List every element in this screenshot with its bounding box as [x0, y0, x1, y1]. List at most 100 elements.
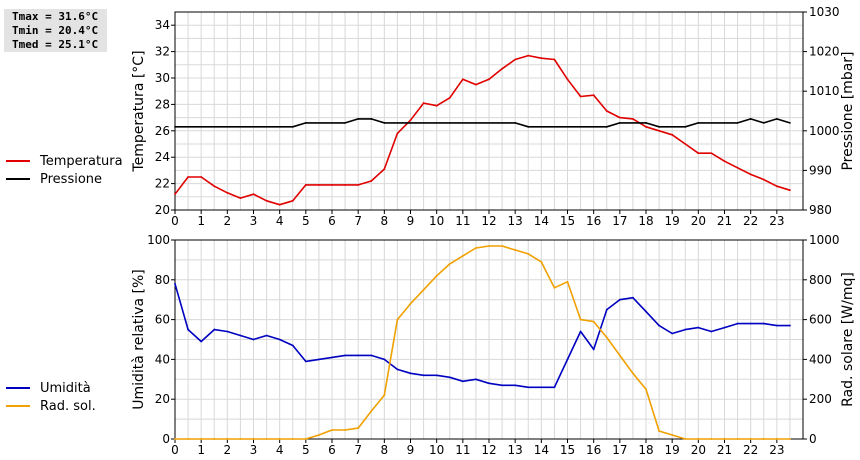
pressure-point — [291, 125, 294, 128]
top-ytick-label: 22 — [155, 177, 170, 191]
top-y2tick-label: 1030 — [809, 5, 840, 19]
temperature-point — [187, 176, 189, 178]
radiation-point — [291, 438, 294, 440]
radiation-point — [278, 438, 281, 440]
temperature-point — [422, 102, 425, 104]
pressure-point — [304, 121, 307, 124]
humidity-point — [396, 368, 399, 371]
humidity-point — [710, 330, 713, 333]
temperature-point — [239, 197, 242, 200]
bottom-xtick-label: 15 — [560, 443, 575, 457]
radiation-point — [318, 434, 320, 436]
humidity-point — [579, 330, 582, 333]
humidity-point — [187, 328, 189, 331]
top-xtick-label: 22 — [743, 214, 758, 228]
humidity-point — [605, 308, 608, 311]
radiation-point — [553, 286, 556, 289]
legend-swatch-pressure — [6, 178, 30, 180]
bottom-xtick-label: 20 — [691, 443, 706, 457]
humidity-point — [501, 384, 503, 387]
top-xtick-label: 15 — [560, 214, 575, 228]
top-xtick-label: 21 — [717, 214, 732, 228]
temperature-line — [174, 54, 791, 206]
top-xtick-label: 5 — [302, 214, 310, 228]
top-xtick-label: 19 — [665, 214, 680, 228]
temperature-point — [435, 104, 438, 107]
top-xtick-label: 10 — [429, 214, 444, 228]
radiation-point — [435, 274, 438, 277]
top-xtick-label: 18 — [638, 214, 653, 228]
bottom-xtick-label: 12 — [481, 443, 496, 457]
radiation-point — [357, 427, 360, 429]
temperature-point — [409, 119, 412, 122]
top-y2tick-label: 1010 — [809, 84, 840, 98]
pressure-point — [697, 121, 700, 124]
pressure-point — [658, 125, 660, 128]
humidity-point — [226, 330, 229, 333]
top-xtick-label: 0 — [171, 214, 179, 228]
radiation-point — [383, 394, 386, 397]
top-y2tick-label: 990 — [809, 163, 832, 177]
bottom-legend: Umidità Rad. sol. — [6, 379, 96, 415]
bottom-xtick-label: 7 — [354, 443, 362, 457]
radiation-point — [475, 247, 477, 249]
radiation-point — [736, 438, 739, 440]
pressure-point — [514, 121, 517, 124]
temperature-point — [501, 67, 503, 70]
radiation-point — [684, 438, 687, 440]
humidity-point — [618, 298, 621, 301]
radiation-point — [527, 253, 530, 255]
bottom-xtick-label: 16 — [586, 443, 601, 457]
top-xtick-label: 1 — [197, 214, 205, 228]
pressure-point — [762, 121, 765, 124]
humidity-point — [304, 360, 307, 363]
legend-item-humidity: Umidità — [6, 379, 96, 397]
radiation-line — [175, 245, 790, 440]
temperature-point — [645, 125, 647, 128]
humidity-point — [592, 348, 595, 351]
humidity-point — [422, 374, 425, 377]
radiation-point — [331, 429, 333, 431]
humidity-point — [461, 380, 464, 383]
radiation-point — [265, 438, 268, 440]
legend-label-humidity: Umidità — [40, 380, 91, 396]
bottom-y2tick-label: 200 — [809, 392, 832, 406]
radiation-point — [762, 438, 765, 440]
humidity-point — [645, 310, 647, 313]
temperature-point — [775, 185, 778, 188]
radiation-point — [304, 438, 307, 440]
legend-swatch-temperature — [6, 160, 30, 162]
pressure-line — [175, 118, 791, 128]
humidity-point — [697, 326, 700, 329]
legend-label-temperature: Temperatura — [40, 153, 123, 169]
temperature-point — [344, 184, 346, 186]
top-xtick-label: 16 — [586, 214, 601, 228]
temperature-point — [291, 199, 294, 202]
radiation-point — [710, 438, 713, 440]
radiation-point — [566, 280, 569, 283]
temperature-point — [461, 78, 464, 81]
temperature-point — [553, 58, 556, 61]
humidity-point — [435, 374, 438, 377]
top-ytick-label: 28 — [155, 97, 170, 111]
bottom-y2tick-label: 800 — [809, 273, 832, 287]
bottom-xtick-label: 19 — [665, 443, 680, 457]
bottom-xtick-label: 3 — [250, 443, 258, 457]
temperature-point — [736, 166, 739, 169]
pressure-point — [618, 121, 621, 124]
top-xtick-label: 6 — [328, 214, 336, 228]
radiation-point — [632, 372, 634, 375]
top-xtick-label: 12 — [481, 214, 496, 228]
bottom-xtick-label: 8 — [381, 443, 389, 457]
bottom-xtick-label: 23 — [769, 443, 784, 457]
radiation-point — [723, 438, 726, 440]
humidity-point — [200, 340, 203, 343]
top-ytick-label: 24 — [155, 150, 170, 164]
humidity-point — [318, 358, 320, 361]
top-xtick-label: 13 — [508, 214, 523, 228]
humidity-point — [684, 328, 687, 331]
pressure-point — [605, 125, 608, 128]
humidity-point — [239, 334, 242, 337]
tmin-text: Tmin = 20.4°C — [12, 24, 99, 37]
